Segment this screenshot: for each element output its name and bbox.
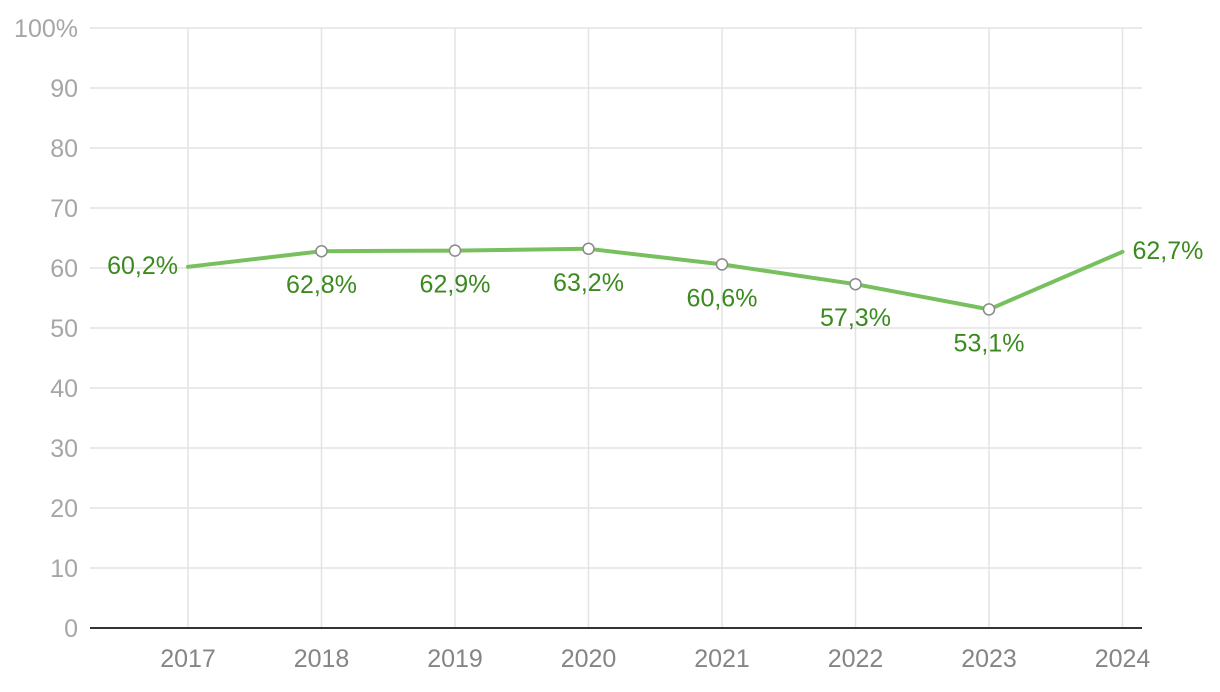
x-tick-label: 2020 (561, 645, 617, 673)
data-point-marker (582, 242, 595, 256)
x-tick-label: 2017 (160, 645, 216, 673)
data-point-marker (849, 277, 862, 291)
y-tick-label: 20 (50, 495, 78, 523)
data-label: 63,2% (553, 269, 624, 297)
y-tick-label: 60 (50, 255, 78, 283)
x-tick-label: 2024 (1095, 645, 1151, 673)
data-labels: 60,2% 62,8% 62,9% 63,2% 60,6% 57,3% 53,1% 62,7% (107, 237, 1203, 358)
data-label: 62,7% (1133, 237, 1204, 265)
series (186, 242, 1125, 316)
x-tick-label: 2021 (694, 645, 750, 673)
y-tick-label: 40 (50, 375, 78, 403)
data-point-marker (715, 258, 729, 271)
x-axis-ticks: 2017 2018 2019 2020 2021 2022 2023 2024 (160, 645, 1150, 673)
y-axis-ticks: 0 10 20 30 40 50 60 70 80 90 100% (14, 15, 78, 643)
grid (90, 27, 1142, 628)
data-label: 62,8% (286, 271, 357, 299)
y-tick-label: 90 (50, 75, 78, 103)
series-line (186, 246, 1125, 312)
y-tick-label: 80 (50, 135, 78, 163)
data-label: 62,9% (420, 271, 491, 299)
data-point-marker (448, 244, 462, 257)
data-point-marker (315, 244, 328, 258)
y-tick-label: 30 (50, 435, 78, 463)
data-label: 60,2% (107, 252, 178, 280)
y-tick-label: 50 (50, 315, 78, 343)
y-tick-label: 10 (50, 555, 78, 583)
x-tick-label: 2022 (828, 645, 884, 673)
data-label: 60,6% (687, 284, 758, 312)
data-point-marker (982, 303, 996, 316)
data-label: 57,3% (820, 304, 891, 332)
x-tick-label: 2019 (427, 645, 483, 673)
data-label: 53,1% (954, 329, 1025, 357)
x-tick-label: 2018 (294, 645, 350, 673)
y-tick-label: 70 (50, 195, 78, 223)
x-tick-label: 2023 (961, 645, 1017, 673)
y-tick-label: 100% (14, 15, 78, 43)
y-tick-label: 0 (64, 615, 78, 643)
